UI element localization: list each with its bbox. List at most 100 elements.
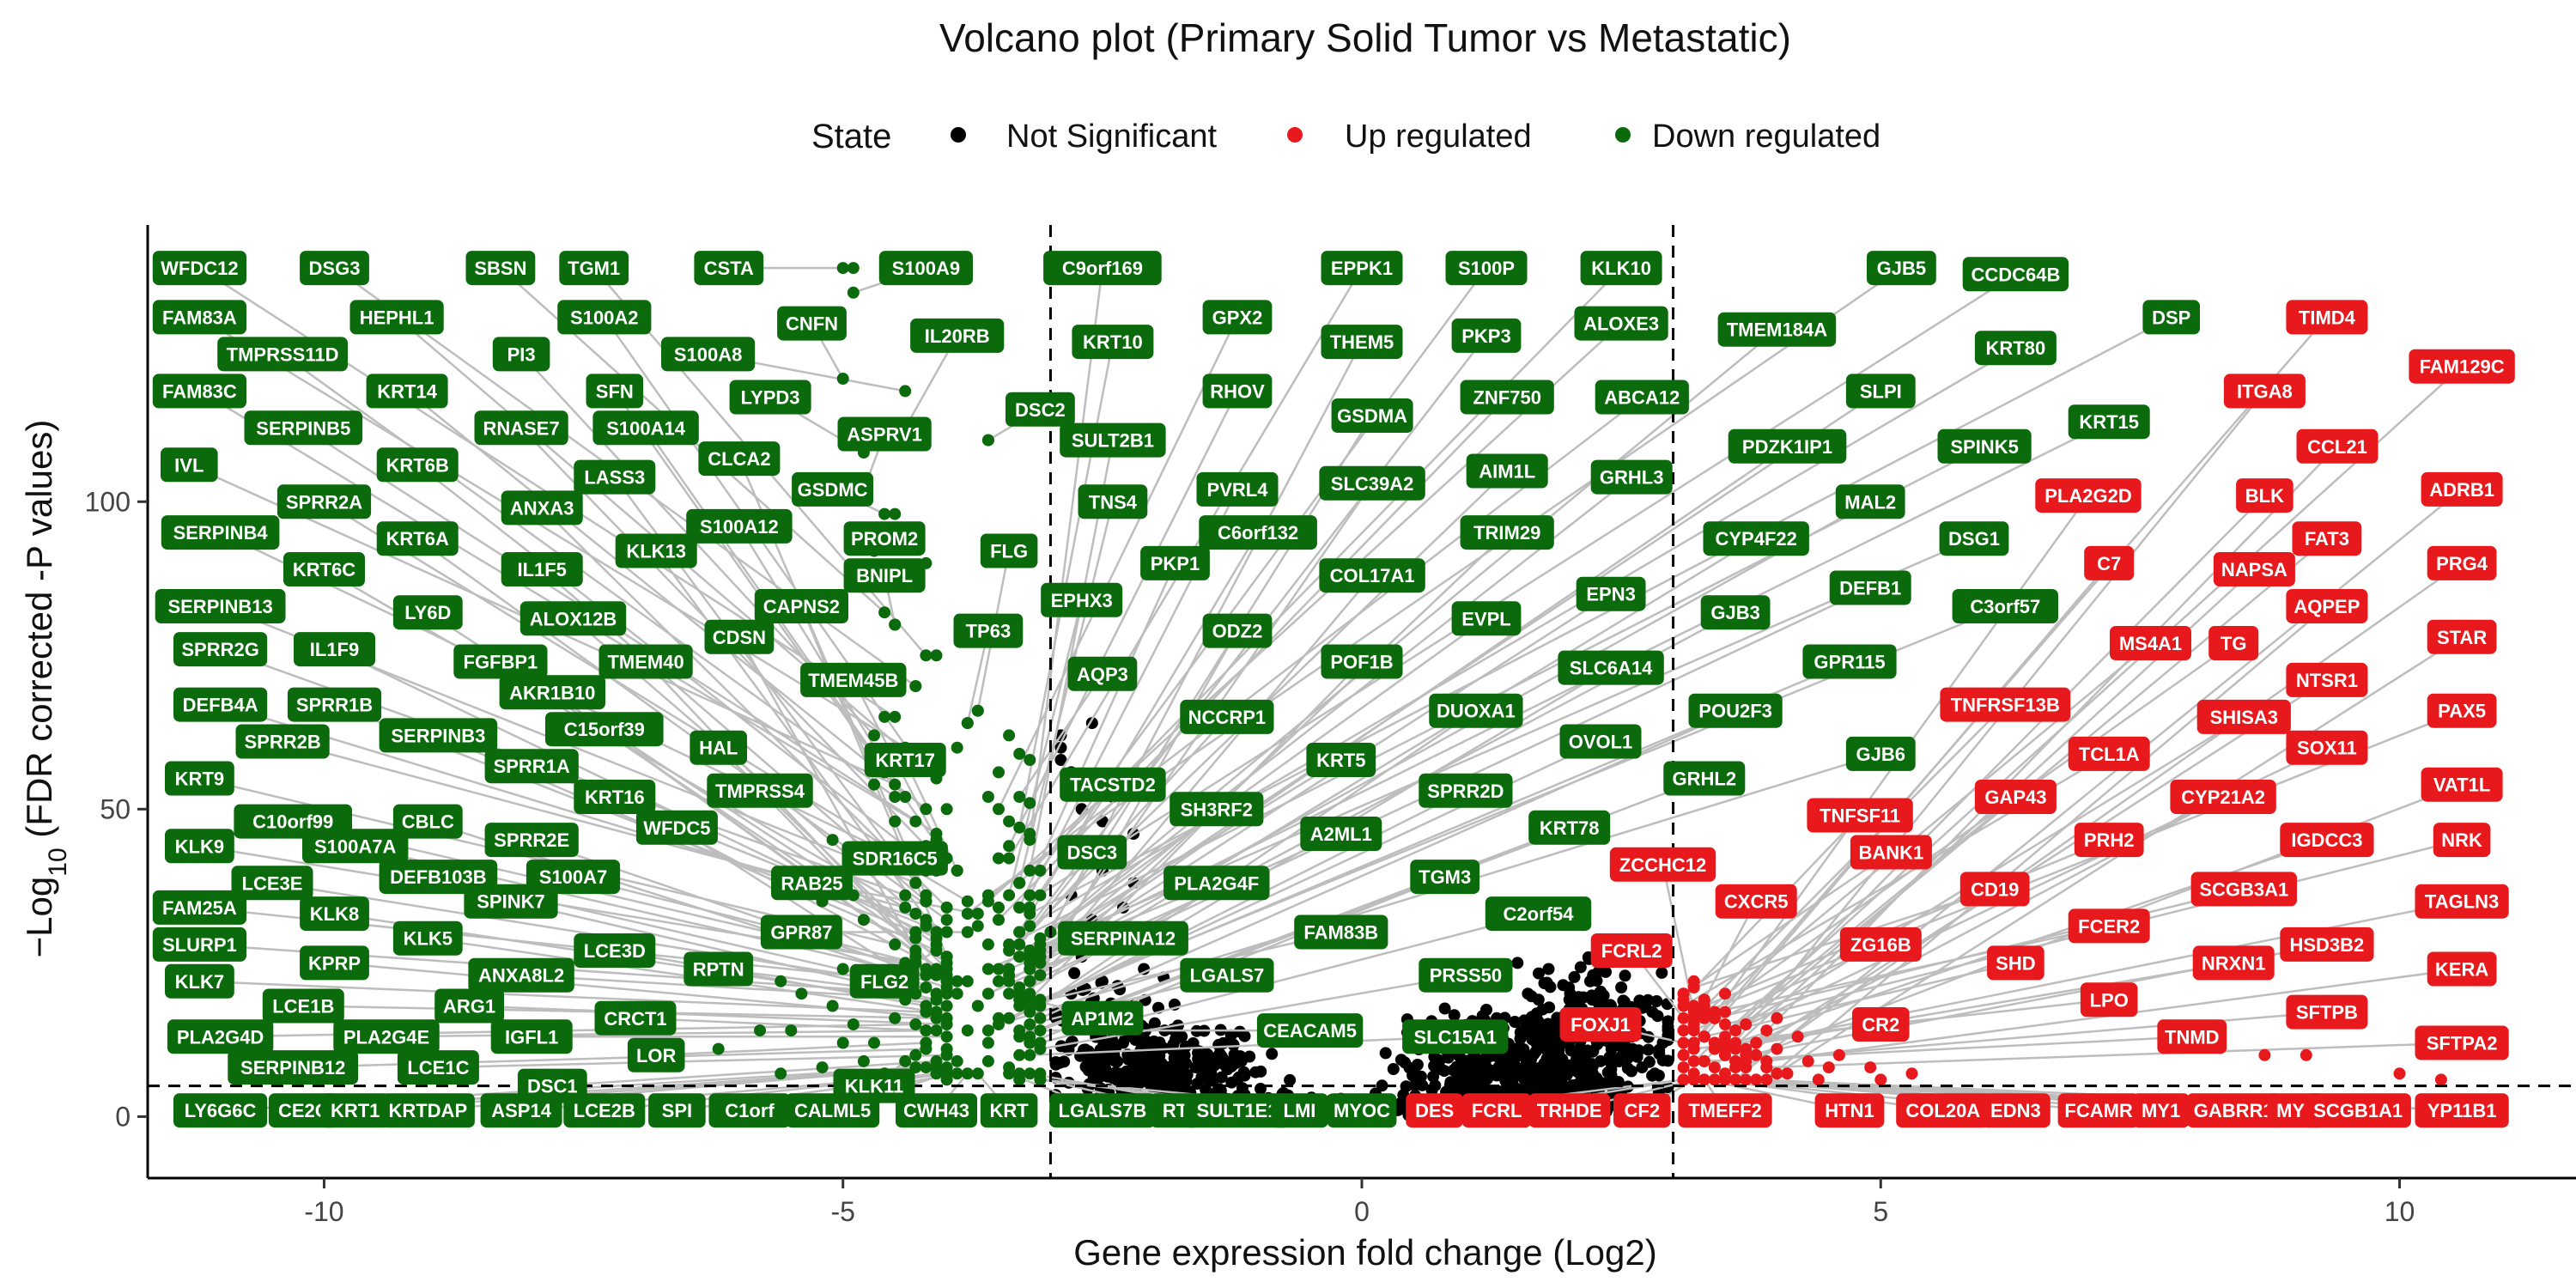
gene-label-rab25: RAB25 [781,872,842,894]
gene-label-nccrp1: NCCRP1 [1188,707,1266,728]
down-point [1013,747,1026,760]
gene-label-ovol1: OVOL1 [1569,732,1633,753]
gene-label-serpinb5: SERPINB5 [256,417,350,439]
point-nrxn1 [1719,1042,1731,1055]
gene-label-krt: KRT [989,1100,1029,1121]
gene-label-box-tmprss4 [707,773,813,808]
gene-label-box-slpi [1845,374,1916,409]
gene-label-slc6a14: SLC6A14 [1570,658,1653,679]
down-point [993,901,1005,914]
connector-tnmd [1704,1036,2192,1063]
legend-label-not-significant: Not Significant [1006,118,1217,155]
ns-point [1615,981,1628,993]
ns-point [1589,1075,1601,1088]
x-tick-label: 5 [1873,1196,1888,1227]
ns-point [1376,1079,1388,1092]
gene-label-box-fgfbp1 [453,644,548,679]
gene-label-box-epn3 [1576,576,1646,611]
up-point [1812,1073,1825,1086]
gene-label-trim29: TRIM29 [1473,522,1540,544]
gene-label-hephl1: HEPHL1 [360,307,434,328]
point-fcrl [1677,1073,1690,1086]
gene-label-box-znf750 [1460,380,1554,415]
gene-label-box-ivl [161,447,218,483]
gene-label-klk8: KLK8 [310,903,359,925]
gene-label-box-tnfsf11 [1807,798,1913,833]
up-point [2393,1067,2406,1080]
point-klk11 [899,1054,912,1067]
down-point [712,1042,725,1055]
gene-label-shisa3: SHISA3 [2210,707,2278,728]
gene-label-box-col17a1 [1319,558,1425,593]
gene-label-box-spink7 [464,884,558,919]
gene-label-box-lmi [1271,1093,1328,1128]
point-krt5 [1013,951,1026,963]
down-point [1003,815,1016,828]
gene-label-star: STAR [2437,627,2487,648]
down-point [940,803,953,816]
point-tp63 [961,717,974,730]
point-sh3rf2 [1024,957,1036,969]
gene-label-box-c7 [2084,545,2135,580]
ns-point [1379,1047,1392,1060]
gene-label-sult1e1: SULT1E1 [1197,1100,1279,1121]
gene-label-box-slc39a2 [1319,465,1425,501]
gene-label-box-il20rb [910,318,1005,353]
connector-slc15a1 [1030,1036,1455,1057]
gene-label-foxj1: FOXJ1 [1571,1014,1631,1036]
gene-label-dsg3: DSG3 [309,258,361,279]
gene-label-gpx2: GPX2 [1212,307,1263,328]
gene-label-box-fam83c [152,374,246,409]
gene-label-rptn: RPTN [693,959,744,981]
down-point [889,507,902,520]
gene-label-box-s100a12 [686,508,793,544]
ns-point [1176,1054,1189,1067]
gene-label-box-tmprss11d [217,337,348,372]
point-il1f9 [930,932,943,945]
point-tgm3 [1024,1036,1036,1049]
gene-label-tcl1a: TCL1A [2079,744,2140,765]
legend-key-not-significant [951,127,966,143]
gene-label-anxa3: ANXA3 [510,497,574,519]
gene-label-pou2f3: POU2F3 [1698,701,1772,722]
gene-label-flg2: FLG2 [860,971,908,993]
point-lce1c [940,1048,953,1061]
gene-label-box-lass3 [574,459,656,495]
ns-point [1231,1073,1243,1086]
gene-label-box-tgm3 [1410,860,1480,895]
connector-tmem184a [1039,328,1778,939]
ns-point [1568,970,1581,983]
gene-label-gjb5: GJB5 [1877,258,1926,279]
gene-label-box-lce3d [574,933,656,968]
gene-label-tnfsf11: TNFSF11 [1820,805,1900,827]
gene-label-box-sult1e1 [1184,1093,1291,1128]
gene-label-box-s100a2 [557,300,652,335]
gene-label-box-wfdc12 [152,251,246,286]
connector-sprr2d [987,789,1467,1032]
point-abca12 [961,908,974,920]
gene-label-tg: TG [2221,633,2247,654]
gene-label-hal: HAL [699,738,738,759]
gene-label-box-slc6a14 [1558,650,1664,685]
gene-label-box-lce1c [397,1050,479,1085]
gene-label-box-fam129c [2409,349,2515,384]
ns-point [1646,1005,1659,1018]
point-s100p [1034,864,1047,877]
gene-label-box-ly6d [392,595,463,630]
connector-krt17 [904,759,958,872]
point-my1 [1719,1073,1731,1086]
gene-label-lypd3: LYPD3 [741,387,800,409]
gene-label-box-serpinb3 [379,718,498,753]
point-sox11 [1729,1024,1742,1037]
up-point [1719,1005,1731,1018]
point-il1f5 [920,895,933,908]
gene-label-sdr16c5: SDR16C5 [853,848,938,870]
connector-c15orf39 [604,728,958,982]
gene-label-slpi: SLPI [1860,380,1902,402]
gene-label-box-krt5 [1306,743,1376,777]
threshold-lines [148,225,2576,1178]
gene-label-box-adrb1 [2421,471,2503,507]
gene-label-box-trhde [1528,1093,1611,1128]
point-nrk [1719,1018,1731,1030]
ns-point [1452,1069,1464,1082]
